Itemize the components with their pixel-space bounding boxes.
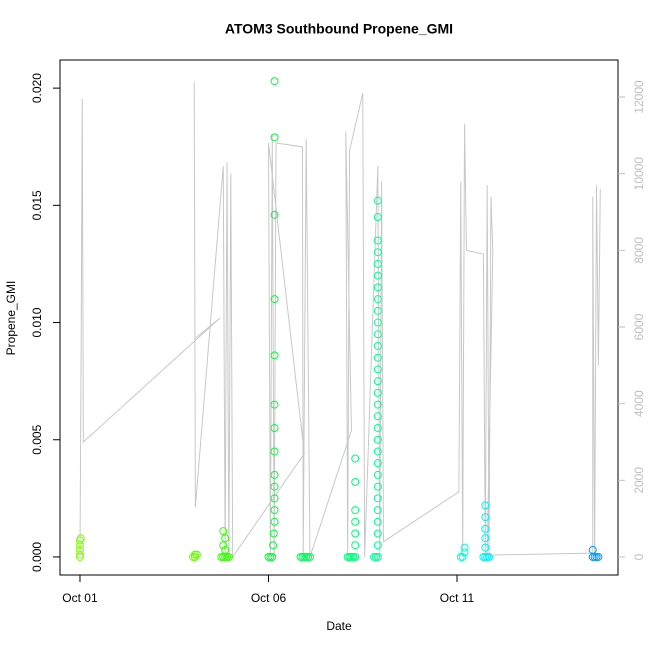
- data-point: [75, 550, 84, 559]
- data-point: [351, 541, 360, 550]
- data-point: [594, 552, 603, 561]
- data-point: [270, 210, 279, 219]
- data-point: [373, 259, 382, 268]
- x-tick-label: Oct 11: [440, 591, 475, 605]
- y2-tick-label: 2000: [632, 467, 646, 494]
- data-point: [270, 470, 279, 479]
- data-point: [373, 400, 382, 409]
- data-point: [373, 318, 382, 327]
- y2-tick-label: 0: [632, 553, 646, 560]
- y-tick-label: 0.020: [30, 73, 44, 103]
- data-point: [373, 435, 382, 444]
- x-axis-label: Date: [326, 619, 352, 633]
- data-point: [588, 545, 597, 554]
- data-point: [76, 534, 85, 543]
- data-point: [305, 552, 314, 561]
- y-tick-label: 0.000: [30, 542, 44, 572]
- data-point: [351, 454, 360, 463]
- data-point: [351, 477, 360, 486]
- data-point: [373, 459, 382, 468]
- data-point: [373, 248, 382, 257]
- data-point: [373, 353, 382, 362]
- data-point: [270, 295, 279, 304]
- data-point: [268, 552, 277, 561]
- data-point: [481, 501, 490, 510]
- data-point: [270, 447, 279, 456]
- data-point: [373, 552, 382, 561]
- y2-tick-label: 8000: [632, 237, 646, 264]
- data-point: [270, 351, 279, 360]
- data-point: [373, 517, 382, 526]
- data-point: [270, 517, 279, 526]
- data-point: [460, 548, 469, 557]
- data-point: [485, 552, 494, 561]
- data-point: [373, 529, 382, 538]
- data-point: [190, 552, 199, 561]
- data-point: [351, 552, 360, 561]
- data-point: [373, 377, 382, 386]
- data-point: [221, 534, 230, 543]
- data-point: [270, 424, 279, 433]
- data-point: [373, 236, 382, 245]
- data-point: [373, 494, 382, 503]
- data-point: [373, 306, 382, 315]
- x-tick-label: Oct 06: [251, 591, 287, 605]
- data-point: [481, 543, 490, 552]
- data-point: [481, 524, 490, 533]
- data-point: [373, 365, 382, 374]
- data-point: [270, 77, 279, 86]
- data-point: [373, 388, 382, 397]
- data-point: [270, 400, 279, 409]
- data-point: [373, 412, 382, 421]
- y2-tick-label: 10000: [632, 157, 646, 191]
- data-point: [190, 550, 199, 559]
- data-point: [373, 470, 382, 479]
- data-point: [373, 541, 382, 550]
- data-point: [481, 534, 490, 543]
- data-point: [351, 529, 360, 538]
- data-point: [373, 330, 382, 339]
- data-point: [351, 506, 360, 515]
- data-point: [458, 552, 467, 561]
- data-point: [373, 424, 382, 433]
- data-point: [269, 541, 278, 550]
- data-point: [373, 271, 382, 280]
- chart-title: ATOM3 Southbound Propene_GMI: [225, 21, 453, 37]
- y-tick-label: 0.015: [30, 190, 44, 220]
- data-point: [373, 341, 382, 350]
- data-point: [270, 133, 279, 142]
- data-point: [373, 447, 382, 456]
- data-point: [351, 517, 360, 526]
- data-point: [269, 529, 278, 538]
- plot-frame: [59, 59, 619, 576]
- y2-tick-label: 6000: [632, 313, 646, 340]
- y-tick-label: 0.010: [30, 307, 44, 337]
- data-point: [270, 506, 279, 515]
- data-point: [75, 545, 84, 554]
- data-point: [373, 213, 382, 222]
- data-point: [270, 482, 279, 491]
- data-point: [373, 482, 382, 491]
- data-point: [460, 543, 469, 552]
- x-tick-label: Oct 01: [62, 591, 98, 605]
- data-point: [221, 545, 230, 554]
- data-point: [373, 295, 382, 304]
- data-point: [270, 494, 279, 503]
- data-point: [219, 541, 228, 550]
- data-point: [373, 506, 382, 515]
- data-point: [219, 527, 228, 536]
- y2-tick-label: 4000: [632, 390, 646, 417]
- y2-tick-label: 12000: [632, 80, 646, 114]
- y-axis-label: Propene_GMI: [4, 281, 18, 356]
- data-point: [481, 513, 490, 522]
- data-point: [373, 283, 382, 292]
- data-point: [224, 552, 233, 561]
- data-line: [79, 81, 601, 559]
- data-point: [373, 196, 382, 205]
- y-tick-label: 0.005: [30, 424, 44, 454]
